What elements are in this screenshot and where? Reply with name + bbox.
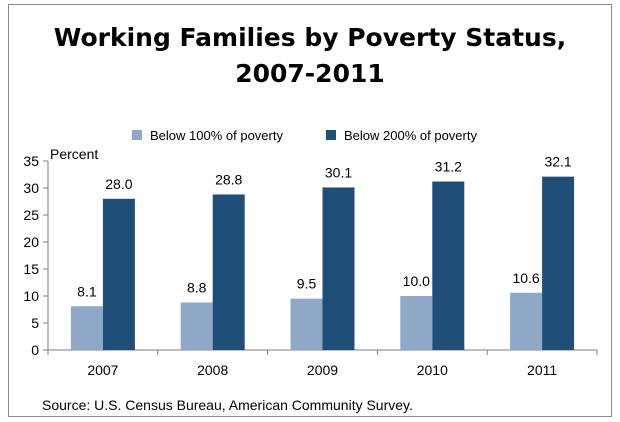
bar-below-200-2008 bbox=[212, 194, 245, 350]
data-label: 32.1 bbox=[544, 154, 571, 170]
y-tick-label: 5 bbox=[31, 315, 39, 331]
data-labels: 8.1 28.0 8.8 28.8 9.5 30.1 10.0 31.2 10.6 32.1 bbox=[77, 154, 572, 300]
chart-title-line-2: 2007-2011 bbox=[235, 59, 385, 88]
y-tick-label: 30 bbox=[23, 180, 39, 196]
bar-below-200-2007 bbox=[102, 198, 135, 350]
y-tick-label: 15 bbox=[23, 261, 39, 277]
data-label: 10.0 bbox=[403, 273, 430, 289]
data-label: 10.6 bbox=[512, 270, 539, 286]
data-label: 28.0 bbox=[105, 176, 132, 192]
data-label: 31.2 bbox=[435, 159, 462, 175]
data-label: 28.8 bbox=[215, 171, 242, 187]
y-tick-label: 20 bbox=[23, 234, 39, 250]
y-tick-label: 25 bbox=[23, 207, 39, 223]
bar-below-100-2009 bbox=[290, 298, 323, 350]
y-tick-label: 0 bbox=[31, 342, 39, 358]
x-tick-label: 2011 bbox=[527, 362, 557, 378]
bar-below-100-2007 bbox=[70, 306, 103, 350]
chart-title-line-1: Working Families by Poverty Status, bbox=[54, 23, 566, 52]
y-axis-unit-label: Percent bbox=[50, 146, 98, 162]
bar-below-100-2011 bbox=[510, 292, 543, 350]
x-tick-label: 2008 bbox=[197, 362, 228, 378]
legend-swatch bbox=[326, 130, 336, 140]
legend-label: Below 200% of poverty bbox=[344, 128, 477, 143]
x-tick-label: 2010 bbox=[417, 362, 448, 378]
bar-below-200-2009 bbox=[322, 187, 355, 350]
x-tick-label: 2009 bbox=[307, 362, 338, 378]
data-label: 9.5 bbox=[297, 276, 317, 292]
bars bbox=[70, 176, 575, 350]
data-label: 8.8 bbox=[187, 279, 207, 295]
source-note: Source: U.S. Census Bureau, American Com… bbox=[42, 397, 413, 413]
data-label: 30.1 bbox=[325, 164, 352, 180]
bar-below-200-2011 bbox=[542, 176, 575, 350]
axes: 0 5 10 15 20 25 30 35 2007 2008 2009 2010 2011 bbox=[23, 153, 598, 378]
x-tick-label: 2007 bbox=[87, 362, 118, 378]
bar-below-100-2010 bbox=[400, 296, 433, 350]
bar-below-200-2010 bbox=[432, 181, 465, 350]
bar-below-100-2008 bbox=[180, 302, 213, 350]
y-tick-label: 35 bbox=[23, 153, 39, 169]
legend-label: Below 100% of poverty bbox=[150, 128, 283, 143]
legend: Below 100% of poverty Below 200% of pover… bbox=[132, 128, 477, 143]
y-tick-label: 10 bbox=[23, 288, 39, 304]
data-label: 8.1 bbox=[77, 283, 97, 299]
legend-swatch bbox=[132, 130, 142, 140]
